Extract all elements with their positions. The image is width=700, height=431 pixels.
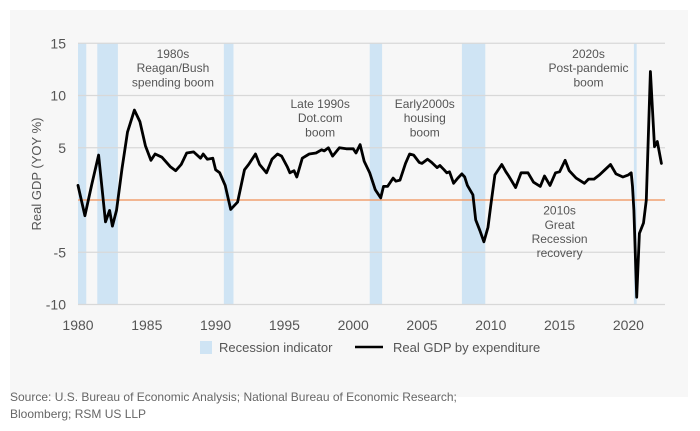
- annotation-line: Reagan/Bush: [137, 61, 210, 75]
- y-axis-label: Real GDP (YOY %): [29, 118, 44, 231]
- x-tick-label: 2020: [613, 317, 644, 333]
- annotation: 2020s Post-pandemic boom: [548, 47, 628, 89]
- x-tick-label: 1980: [62, 317, 93, 333]
- x-tick-label: 2015: [544, 317, 575, 333]
- y-tick-label: -10: [46, 297, 66, 313]
- x-tick-label: 2005: [406, 317, 437, 333]
- annotation-line: Early2000s: [395, 97, 455, 111]
- x-axis-ticks: 1980 1985 1990 1995 2000 2005 2010 2015 2020: [62, 317, 644, 333]
- annotation-line: boom: [410, 125, 440, 139]
- annotation: 2010s Great Recession recovery: [532, 204, 588, 261]
- recession-band: [369, 43, 383, 305]
- legend: Recession indicator Real GDP by expendit…: [200, 340, 540, 355]
- y-tick-label: 10: [50, 88, 66, 104]
- annotation-line: Recession: [532, 232, 588, 246]
- annotation-line: Late 1990s: [290, 97, 349, 111]
- recession-band: [97, 43, 118, 305]
- gdp-series-line: [76, 70, 663, 299]
- source-line-2: Bloomberg; RSM US LLP: [10, 407, 147, 421]
- legend-recession-swatch: [200, 341, 212, 354]
- y-tick-label: 15: [50, 35, 66, 51]
- y-tick-label: -5: [54, 244, 67, 260]
- annotation-line: 2020s: [572, 47, 605, 61]
- annotation-line: spending boom: [132, 75, 214, 89]
- x-tick-label: 2000: [338, 317, 369, 333]
- chart-panel: [10, 10, 688, 397]
- annotation: Early2000s housing boom: [395, 97, 455, 139]
- x-tick-label: 2010: [475, 317, 506, 333]
- annotation: 1980s Reagan/Bush spending boom: [132, 47, 214, 89]
- gridlines: [78, 42, 665, 306]
- source-note: Source: U.S. Bureau of Economic Analysis…: [10, 389, 570, 423]
- annotations: 1980s Reagan/Bush spending boom Late 1990s D…: [132, 47, 629, 260]
- annotation-line: boom: [573, 75, 603, 89]
- legend-recession-label: Recession indicator: [219, 340, 333, 355]
- source-line-1: Source: U.S. Bureau of Economic Analysis…: [10, 390, 457, 404]
- series-layer: [76, 70, 663, 299]
- recession-band: [223, 43, 234, 305]
- annotation-line: housing: [404, 111, 446, 125]
- x-tick-label: 1995: [269, 317, 300, 333]
- recession-band: [78, 43, 87, 305]
- annotation-line: Dot.com: [298, 111, 343, 125]
- annotation-line: Great: [545, 218, 576, 232]
- annotation-line: recovery: [537, 246, 583, 260]
- annotation: Late 1990s Dot.com boom: [290, 97, 349, 139]
- x-tick-label: 1985: [131, 317, 162, 333]
- y-axis-ticks: -10 -5 5 10 15: [46, 35, 66, 312]
- annotation-line: Post-pandemic: [548, 61, 628, 75]
- recession-band: [633, 43, 637, 305]
- annotation-line: boom: [305, 125, 335, 139]
- recession-bands: [78, 43, 637, 305]
- annotation-line: 2010s: [543, 204, 576, 218]
- annotation-line: 1980s: [157, 47, 190, 61]
- recession-band: [461, 43, 486, 305]
- legend-gdp-label: Real GDP by expenditure: [393, 340, 540, 355]
- y-tick-label: 5: [58, 140, 66, 156]
- x-tick-label: 1990: [200, 317, 231, 333]
